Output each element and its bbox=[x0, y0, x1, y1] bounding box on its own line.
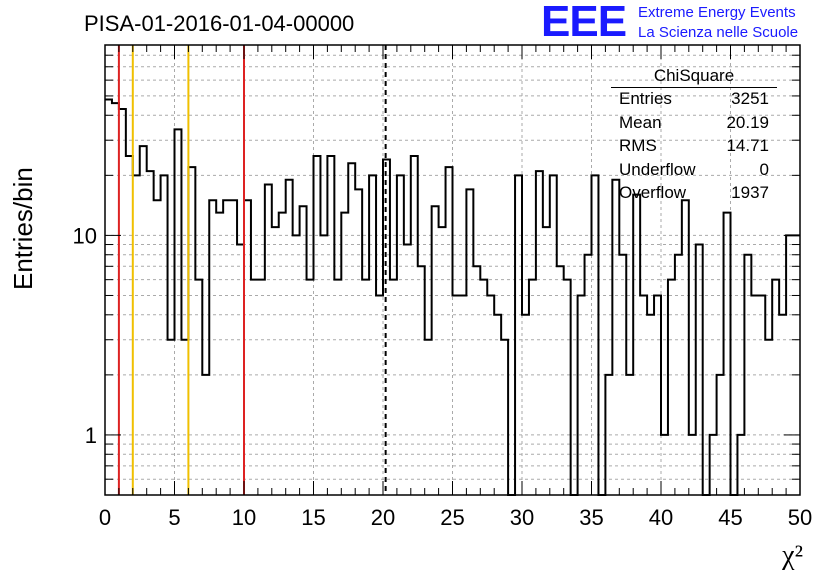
stats-value: 0 bbox=[759, 159, 769, 179]
y-tick-label: 10 bbox=[73, 223, 97, 248]
stats-key: Mean bbox=[619, 112, 662, 132]
x-tick-label: 10 bbox=[232, 505, 256, 530]
x-tick-label: 25 bbox=[440, 505, 464, 530]
x-tick-label: 35 bbox=[579, 505, 603, 530]
stats-row-entries: Entries 3251 bbox=[611, 89, 777, 113]
x-tick-label: 0 bbox=[99, 505, 111, 530]
stats-box-title: ChiSquare bbox=[611, 66, 777, 88]
logo-text-line2: La Scienza nelle Scuole bbox=[638, 24, 799, 41]
stats-row-mean: Mean 20.19 bbox=[611, 113, 777, 137]
y-tick-label: 1 bbox=[85, 423, 97, 448]
stats-key: Overflow bbox=[619, 183, 687, 202]
stats-value: 14.71 bbox=[726, 136, 769, 155]
x-tick-label: 50 bbox=[788, 505, 812, 530]
x-tick-label: 5 bbox=[168, 505, 180, 530]
stats-row-rms: RMS 14.71 bbox=[611, 136, 777, 160]
histogram-outline bbox=[105, 98, 800, 496]
x-axis-label: χ² bbox=[781, 540, 803, 571]
stats-row-underflow: Underflow 0 bbox=[611, 160, 777, 184]
stats-value: 20.19 bbox=[726, 112, 769, 132]
stats-box: ChiSquare Entries 3251 Mean 20.19 RMS 14… bbox=[611, 66, 777, 207]
stats-value: 3251 bbox=[731, 89, 769, 108]
chart-title: PISA-01-2016-01-04-00000 bbox=[84, 11, 355, 36]
eee-logo: EEE bbox=[541, 0, 627, 46]
logo-text-line1: Extreme Energy Events bbox=[638, 4, 796, 21]
stats-key: Underflow bbox=[619, 159, 696, 179]
stats-row-overflow: Overflow 1937 bbox=[611, 183, 777, 207]
x-tick-label: 40 bbox=[649, 505, 673, 530]
stats-key: Entries bbox=[619, 89, 672, 108]
stats-key: RMS bbox=[619, 136, 657, 155]
x-tick-label: 45 bbox=[718, 505, 742, 530]
stats-value: 1937 bbox=[731, 183, 769, 202]
x-tick-label: 20 bbox=[371, 505, 395, 530]
x-tick-label: 15 bbox=[301, 505, 325, 530]
x-tick-label: 30 bbox=[510, 505, 534, 530]
